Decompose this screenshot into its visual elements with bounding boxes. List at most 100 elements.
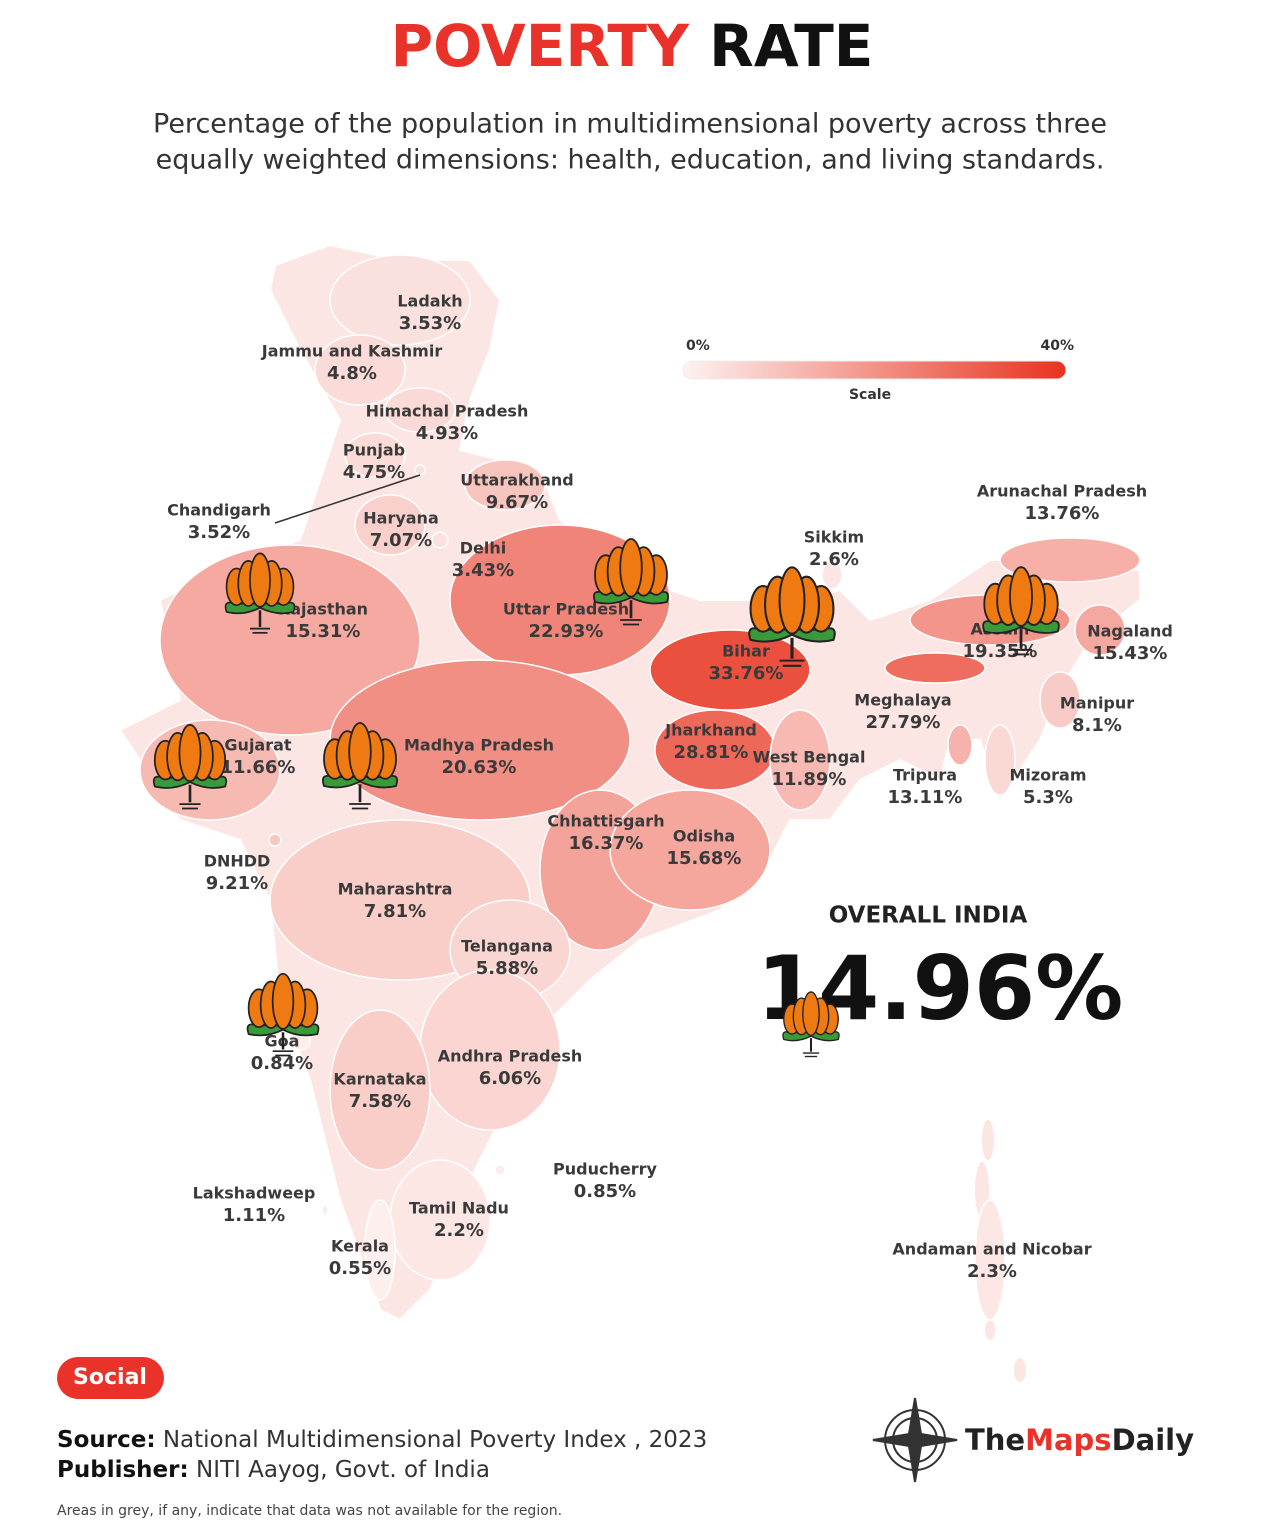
region-shape	[649, 629, 811, 711]
region-shape	[947, 724, 973, 766]
region-shape	[314, 334, 406, 406]
region-value: 9.67%	[486, 492, 548, 513]
region-value: 0.85%	[574, 1181, 636, 1202]
region-value: 11.89%	[772, 769, 847, 790]
overall-label: OVERALL INDIA	[829, 903, 1028, 929]
region-value: 16.37%	[569, 833, 644, 854]
region-shape	[268, 833, 282, 847]
region-value: 7.81%	[364, 901, 426, 922]
region-name: Andaman and Nicobar	[892, 1240, 1091, 1259]
region-shape	[159, 544, 421, 736]
region-name: Madhya Pradesh	[404, 736, 554, 755]
region-shape	[821, 560, 843, 590]
region-name: Karnataka	[333, 1070, 426, 1089]
region-name: Chhattisgarh	[547, 812, 664, 831]
region-value: 5.3%	[1023, 787, 1073, 808]
region-value: 2.6%	[809, 549, 859, 570]
region-shape	[364, 1199, 396, 1301]
region-shape	[321, 1204, 329, 1216]
region-value: 15.31%	[286, 621, 361, 642]
subtitle: Percentage of the population in multidim…	[153, 109, 1107, 140]
region-name: Manipur	[1060, 694, 1134, 713]
region-name: Mizoram	[1009, 766, 1086, 785]
region-value: 27.79%	[866, 712, 941, 733]
region-value: 6.06%	[479, 1068, 541, 1089]
region-value: 3.53%	[399, 313, 461, 334]
region-name: Uttar Pradesh	[503, 600, 629, 619]
region-value: 2.3%	[967, 1261, 1017, 1282]
region-value: 4.8%	[327, 363, 377, 384]
region-name: Delhi	[460, 539, 507, 558]
publisher-text: NITI Aayog, Govt. of India	[196, 1457, 490, 1483]
region-name: Uttarakhand	[460, 471, 573, 490]
source: Source: National Multidimensional Povert…	[57, 1427, 707, 1453]
region-value: 1.11%	[223, 1205, 285, 1226]
publisher-label: Publisher:	[57, 1457, 189, 1483]
region-name: West Bengal	[753, 748, 866, 767]
region-value: 33.76%	[709, 663, 784, 684]
region-shape	[1039, 671, 1081, 729]
region-shape	[329, 659, 631, 821]
region-name: Telangana	[461, 937, 553, 956]
region-value: 22.93%	[529, 621, 604, 642]
region-name: Arunachal Pradesh	[977, 482, 1147, 501]
brand-part: Daily	[1112, 1423, 1195, 1457]
subtitle: equally weighted dimensions: health, edu…	[156, 145, 1105, 176]
region-name: Tamil Nadu	[409, 1199, 509, 1218]
region-name: Rajasthan	[278, 600, 368, 619]
source-label: Source:	[57, 1427, 156, 1453]
brand: TheMapsDaily	[965, 1423, 1194, 1457]
region-shape	[354, 494, 426, 556]
region-value: 2.2%	[434, 1220, 484, 1241]
region-name: Bihar	[722, 642, 770, 661]
region-name: Ladakh	[397, 292, 462, 311]
region-shape	[1074, 604, 1126, 656]
region-value: 8.1%	[1072, 715, 1122, 736]
region-name: Haryana	[363, 509, 439, 528]
region-name: Punjab	[343, 441, 405, 460]
region-value: 0.55%	[329, 1258, 391, 1279]
region-name: Jharkhand	[664, 721, 757, 740]
region-value: 19.35%	[963, 641, 1038, 662]
region-shape	[329, 1009, 431, 1171]
region-value: 13.11%	[888, 787, 963, 808]
region-shape	[329, 254, 471, 346]
region-value: 3.52%	[188, 522, 250, 543]
region-name: Lakshadweep	[193, 1184, 316, 1203]
region-value: 0.84%	[251, 1053, 313, 1074]
region-name: Kerala	[331, 1237, 389, 1256]
badge-text: Social	[73, 1365, 147, 1390]
region-value: 4.75%	[343, 462, 405, 483]
region-name: Andhra Pradesh	[438, 1047, 583, 1066]
region-value: 13.76%	[1025, 503, 1100, 524]
region-name: Meghalaya	[854, 691, 951, 710]
region-value: 7.58%	[349, 1091, 411, 1112]
region-name: Maharashtra	[338, 880, 453, 899]
region-shape	[984, 724, 1016, 796]
region-value: 11.66%	[221, 757, 296, 778]
region-shape	[384, 387, 456, 433]
region-name: Chandigarh	[167, 501, 271, 520]
region-value: 15.68%	[667, 848, 742, 869]
region-shape	[431, 531, 449, 549]
region-shape	[609, 789, 771, 911]
region-name: Nagaland	[1087, 622, 1173, 641]
region-name: Tripura	[893, 766, 957, 785]
publisher: Publisher: NITI Aayog, Govt. of India	[57, 1457, 490, 1483]
leader-line	[274, 474, 421, 524]
region-shape	[974, 1199, 1006, 1321]
region-shape	[464, 459, 546, 511]
region-name: DNHDD	[204, 852, 271, 871]
region-value: 28.81%	[674, 742, 749, 763]
region-value: 15.43%	[1093, 643, 1168, 664]
title: POVERTY RATE	[391, 12, 874, 80]
region-value: 3.43%	[452, 560, 514, 581]
region-name: Odisha	[673, 827, 735, 846]
region-shape	[494, 1164, 506, 1176]
region-shape	[884, 652, 986, 684]
region-value: 4.93%	[416, 423, 478, 444]
title-part: POVERTY	[391, 12, 690, 80]
region-shape	[414, 464, 426, 476]
badge	[57, 1357, 164, 1399]
region-value: 5.88%	[476, 958, 538, 979]
